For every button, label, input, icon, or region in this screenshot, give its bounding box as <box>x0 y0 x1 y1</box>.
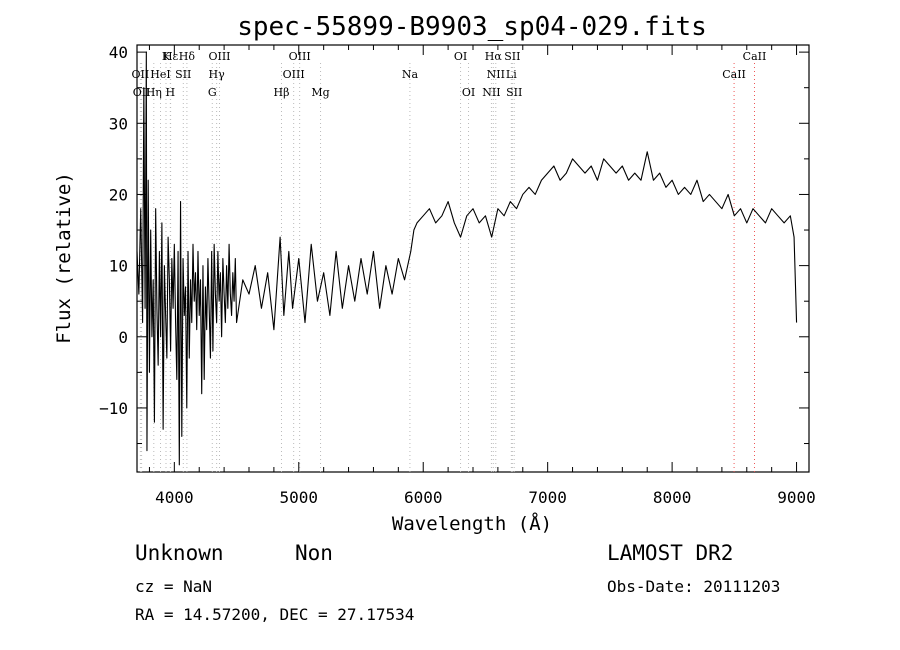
y-tick-label-2: 10 <box>109 257 128 276</box>
annotation-label-2: Hδ <box>179 50 196 63</box>
y-tick-label-5: 40 <box>109 43 128 62</box>
object-type-label: Unknown <box>135 541 224 565</box>
y-tick-label-1: 0 <box>118 328 128 347</box>
annotation-label-25: NII <box>482 86 500 99</box>
annotation-label-7: SII <box>504 50 520 63</box>
y-tick-label-3: 20 <box>109 185 128 204</box>
annotation-label-19: Hη <box>146 86 162 99</box>
annotation-label-16: Li <box>506 68 517 81</box>
annotation-label-11: SII <box>175 68 191 81</box>
x-tick-label-2: 6000 <box>404 488 443 507</box>
annotation-label-13: OIII <box>283 68 305 81</box>
annotation-label-6: Hα <box>485 50 503 63</box>
annotation-label-1: K <box>162 50 171 63</box>
obs-date-label: Obs-Date: 20111203 <box>607 577 780 596</box>
x-tick-label-1: 5000 <box>280 488 319 507</box>
x-tick-label-3: 7000 <box>528 488 567 507</box>
coordinates-label: RA = 14.57200, DEC = 27.17534 <box>135 605 414 624</box>
y-tick-label-4: 30 <box>109 114 128 133</box>
annotation-label-24: OI <box>462 86 475 99</box>
y-axis-label: Flux (relative) <box>53 172 75 344</box>
annotation-label-14: Na <box>402 68 419 81</box>
x-axis: 4000 5000 6000 7000 8000 9000 <box>148 45 816 507</box>
spectrum-line-0 <box>136 51 798 466</box>
annotation-label-3: OIII <box>208 50 230 63</box>
y-tick-label-0: −10 <box>99 399 128 418</box>
x-tick-label-0: 4000 <box>155 488 194 507</box>
annotation-label-4: OIII <box>289 50 311 63</box>
x-tick-label-4: 8000 <box>653 488 692 507</box>
annotation-label-5: OI <box>454 50 467 63</box>
object-subtype-label: Non <box>295 541 333 565</box>
series-layer <box>136 51 798 466</box>
survey-label: LAMOST DR2 <box>607 541 733 565</box>
x-tick-label-5: 9000 <box>777 488 816 507</box>
annotation-label-15: NII <box>487 68 505 81</box>
annotation-label-26: SII <box>506 86 522 99</box>
y-axis: −10 0 10 20 30 40 <box>99 43 809 445</box>
annotation-label-9: OII <box>132 68 150 81</box>
cz-label: cz = NaN <box>135 577 212 596</box>
annotation-label-23: Mg <box>311 86 329 99</box>
x-axis-label: Wavelength (Å) <box>392 512 552 535</box>
annotation-label-10: HeI <box>150 68 170 81</box>
annotation-label-17: CaII <box>722 68 746 81</box>
annotation-label-20: H <box>166 86 176 99</box>
annotation-label-8: CaII <box>743 50 767 63</box>
annotation-label-22: Hβ <box>274 86 290 99</box>
chart-title: spec-55899-B9903_sp04-029.fits <box>237 12 707 42</box>
annotation-label-21: G <box>208 86 217 99</box>
annotation-label-12: Hγ <box>209 68 226 81</box>
